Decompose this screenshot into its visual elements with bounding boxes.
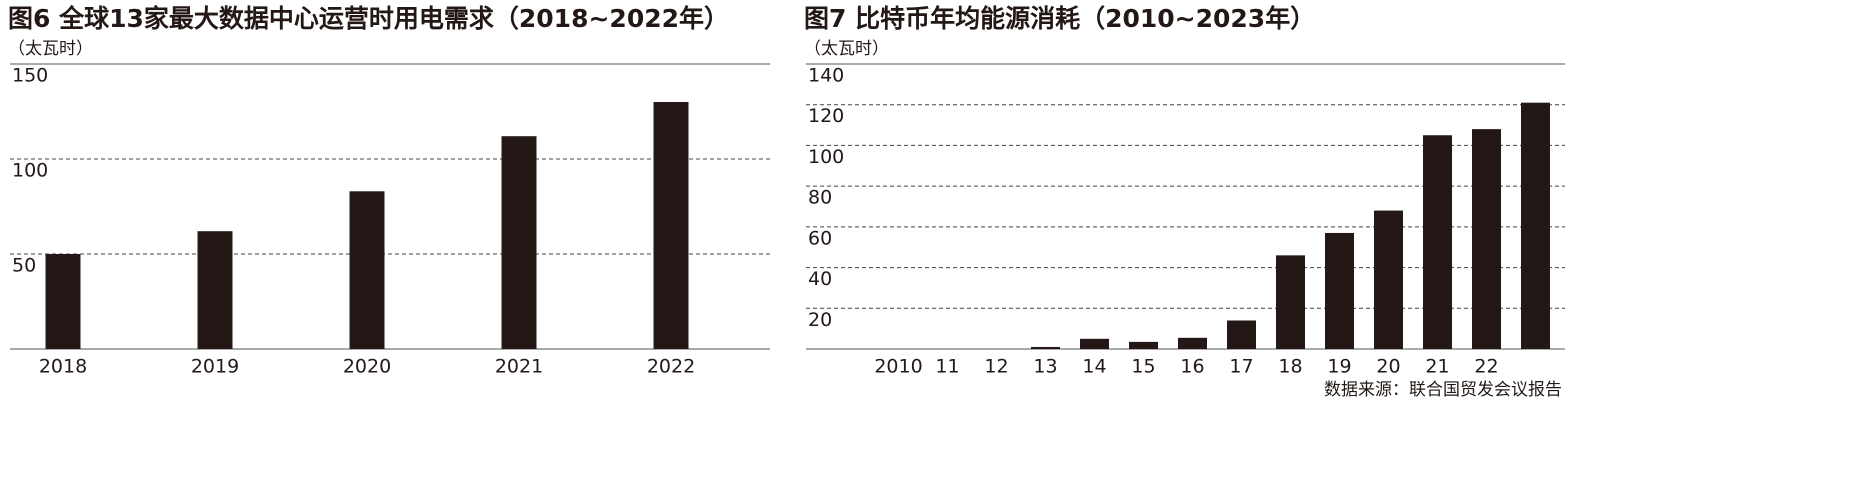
y-tick-label: 80 [808, 187, 832, 209]
x-tick-label: 20 [1376, 356, 1400, 378]
bar [653, 102, 689, 349]
bar [1521, 102, 1550, 349]
bar [1080, 338, 1109, 349]
y-tick-label: 50 [12, 255, 36, 277]
bar [1178, 337, 1207, 349]
bar [501, 136, 537, 349]
x-tick-label: 21 [1425, 356, 1449, 378]
chart-title: 图7 比特币年均能源消耗（2010~2023年） [804, 4, 1315, 33]
y-axis-label: （太瓦时） [804, 39, 889, 59]
bar [45, 254, 81, 349]
x-tick-label: 19 [1327, 356, 1351, 378]
x-tick-label: 2022 [647, 356, 695, 378]
y-tick-label: 40 [808, 268, 832, 290]
bar [1472, 129, 1501, 349]
y-tick-label: 100 [808, 146, 844, 168]
x-tick-label: 17 [1229, 356, 1253, 378]
y-tick-label: 60 [808, 227, 832, 249]
x-tick-label: 14 [1082, 356, 1106, 378]
x-tick-label: 15 [1131, 356, 1155, 378]
x-tick-label: 2018 [39, 356, 87, 378]
y-tick-label: 140 [808, 65, 844, 87]
x-tick-label: 16 [1180, 356, 1204, 378]
x-tick-label: 11 [935, 356, 959, 378]
x-tick-label: 2019 [191, 356, 239, 378]
y-tick-label: 100 [12, 160, 48, 182]
x-tick-label: 13 [1033, 356, 1057, 378]
x-tick-label: 18 [1278, 356, 1302, 378]
source: 数据来源：联合国贸发会议报告 [1324, 380, 1562, 400]
x-tick-label: 2020 [343, 356, 391, 378]
bar [197, 231, 233, 349]
bar [1227, 320, 1256, 349]
y-tick-label: 120 [808, 105, 844, 127]
chart-title: 图6 全球13家最大数据中心运营时用电需求（2018~2022年） [8, 4, 729, 33]
bar [1276, 255, 1305, 349]
x-tick-label: 12 [984, 356, 1008, 378]
x-tick-label: 2010 [874, 356, 922, 378]
bar [1374, 210, 1403, 349]
y-tick-label: 150 [12, 65, 48, 87]
x-tick-label: 2021 [495, 356, 543, 378]
y-axis-label: （太瓦时） [8, 39, 93, 59]
bar [1031, 346, 1060, 349]
y-tick-label: 20 [808, 309, 832, 331]
x-tick-label: 22 [1474, 356, 1498, 378]
bar [1129, 341, 1158, 349]
bar [1325, 232, 1354, 349]
bar [1423, 135, 1452, 349]
bar [349, 191, 385, 349]
